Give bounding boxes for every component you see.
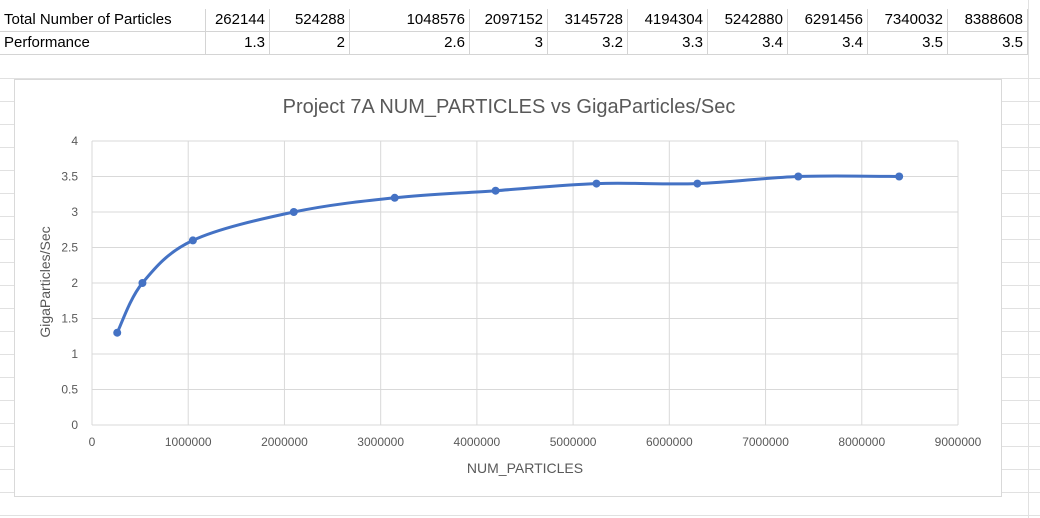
x-tick-label: 3000000 bbox=[357, 435, 404, 449]
cell-row2-value[interactable]: 3.4 bbox=[708, 32, 788, 55]
cell-row1-value[interactable]: 5242880 bbox=[708, 9, 788, 32]
data-point bbox=[592, 179, 601, 188]
cell-row1-value[interactable]: 524288 bbox=[270, 9, 350, 32]
cell-row2-value[interactable]: 3.4 bbox=[788, 32, 868, 55]
chart-title: Project 7A NUM_PARTICLES vs GigaParticle… bbox=[283, 96, 736, 118]
cell-row1-value[interactable]: 3145728 bbox=[548, 9, 628, 32]
sheet-row-line bbox=[0, 78, 1040, 79]
sheet-row-line bbox=[0, 515, 1040, 516]
x-tick-label: 0 bbox=[89, 435, 96, 449]
y-tick-label: 1 bbox=[71, 347, 78, 361]
data-point bbox=[113, 328, 122, 337]
series-line bbox=[115, 174, 900, 334]
data-point bbox=[138, 279, 147, 287]
cell-row1-value[interactable]: 262144 bbox=[206, 9, 270, 32]
cell-row1-value[interactable]: 2097152 bbox=[470, 9, 548, 32]
cell-row2-value[interactable]: 3.3 bbox=[628, 32, 708, 55]
cell-row2-value[interactable]: 1.3 bbox=[206, 32, 270, 55]
cell-row2-value[interactable]: 2 bbox=[270, 32, 350, 55]
data-point bbox=[794, 172, 803, 181]
cell-row2-value[interactable]: 2.6 bbox=[350, 32, 470, 55]
y-tick-label: 2 bbox=[71, 276, 78, 290]
cell-row2-label[interactable]: Performance bbox=[0, 32, 206, 55]
x-tick-label: 2000000 bbox=[261, 435, 308, 449]
data-point bbox=[390, 193, 399, 202]
y-tick-label: 3.5 bbox=[61, 170, 78, 184]
cell-row1-label[interactable]: Total Number of Particles bbox=[0, 9, 206, 32]
x-tick-label: 9000000 bbox=[935, 435, 982, 449]
cell-row1-value[interactable]: 6291456 bbox=[788, 9, 868, 32]
cell-row2-value[interactable]: 3.5 bbox=[948, 32, 1028, 55]
chart-svg: Project 7A NUM_PARTICLES vs GigaParticle… bbox=[37, 96, 982, 476]
y-tick-label: 0 bbox=[71, 418, 78, 432]
y-tick-label: 2.5 bbox=[61, 241, 78, 255]
chart-area[interactable]: Project 7A NUM_PARTICLES vs GigaParticle… bbox=[14, 79, 1002, 497]
y-tick-label: 3 bbox=[71, 205, 78, 219]
y-tick-label: 0.5 bbox=[61, 383, 78, 397]
data-point bbox=[188, 236, 197, 245]
y-tick-label: 4 bbox=[71, 134, 78, 148]
x-tick-label: 6000000 bbox=[646, 435, 693, 449]
cell-row1-value[interactable]: 4194304 bbox=[628, 9, 708, 32]
data-points bbox=[113, 172, 904, 337]
x-tick-label: 1000000 bbox=[165, 435, 212, 449]
data-point bbox=[491, 186, 500, 195]
x-tick-labels: 0 1000000 2000000 3000000 4000000 5000000 6000… bbox=[89, 435, 982, 449]
cell-row1-value[interactable]: 1048576 bbox=[350, 9, 470, 32]
y-tick-labels: 0 0.5 1 1.5 2 2.5 3 3.5 4 bbox=[61, 134, 78, 432]
y-tick-label: 1.5 bbox=[61, 312, 78, 326]
cell-row1-value[interactable]: 7340032 bbox=[868, 9, 948, 32]
x-tick-label: 8000000 bbox=[838, 435, 885, 449]
x-axis-title: NUM_PARTICLES bbox=[467, 460, 583, 476]
cell-row2-value[interactable]: 3.2 bbox=[548, 32, 628, 55]
y-axis-title: GigaParticles/Sec bbox=[37, 226, 53, 337]
sheet-col-line bbox=[1028, 0, 1029, 518]
cell-row1-value[interactable]: 8388608 bbox=[948, 9, 1028, 32]
data-point bbox=[895, 172, 904, 181]
x-tick-label: 5000000 bbox=[550, 435, 597, 449]
gridlines bbox=[91, 140, 959, 426]
data-point bbox=[693, 179, 702, 188]
cell-row2-value[interactable]: 3 bbox=[470, 32, 548, 55]
x-tick-label: 4000000 bbox=[454, 435, 501, 449]
cell-row2-value[interactable]: 3.5 bbox=[868, 32, 948, 55]
x-tick-label: 7000000 bbox=[742, 435, 789, 449]
data-point bbox=[289, 208, 298, 216]
